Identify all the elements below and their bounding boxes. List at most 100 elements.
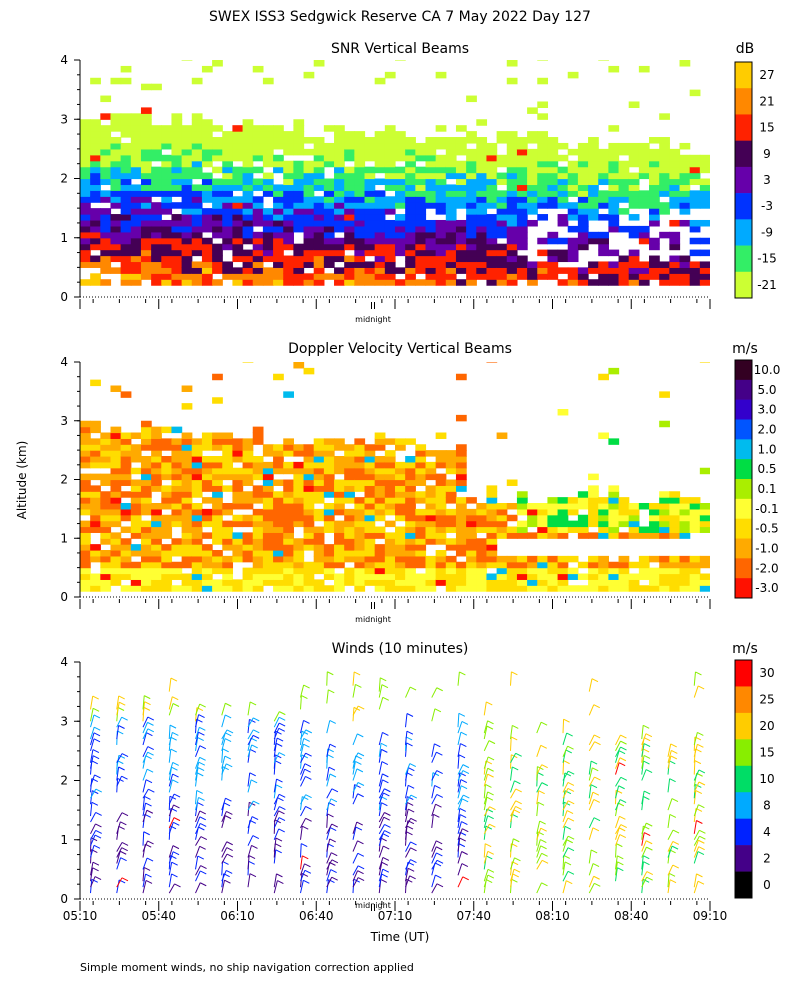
doppler-cell (649, 514, 660, 522)
doppler-cell (384, 508, 396, 516)
snr-cell (313, 196, 325, 203)
doppler-cell (171, 461, 183, 469)
snr-cell (212, 243, 223, 251)
doppler-cell (313, 544, 325, 551)
wind-barb (247, 701, 251, 716)
wind-barb (378, 732, 383, 746)
snr-cell (466, 208, 477, 215)
doppler-cell (161, 514, 173, 522)
wind-barb-flag (672, 841, 680, 845)
doppler-cell (140, 579, 152, 586)
doppler-cell (537, 567, 549, 575)
doppler-cell (273, 514, 284, 522)
doppler-cell (557, 567, 569, 575)
doppler-cell (161, 550, 173, 557)
doppler-cell (80, 479, 91, 486)
snr-cell (628, 142, 640, 150)
snr-cell (567, 273, 579, 280)
snr-cell (395, 166, 406, 174)
doppler-cell (140, 479, 152, 486)
snr-cell (516, 166, 528, 174)
snr-cell (364, 142, 376, 150)
wind-barb-flag (620, 740, 627, 745)
snr-cell (628, 279, 640, 286)
snr-cell (659, 231, 670, 239)
doppler-cell (445, 450, 457, 457)
snr-cell (151, 249, 162, 257)
doppler-cell (90, 485, 101, 492)
doppler-cell (577, 491, 589, 498)
doppler-cell (588, 532, 599, 539)
snr-cell (577, 279, 589, 286)
colorbar-label: -21 (757, 278, 777, 292)
doppler-cell (557, 497, 569, 504)
snr-cell (140, 231, 152, 239)
snr-cell (405, 273, 416, 280)
snr-cell (262, 125, 274, 132)
doppler-cell (567, 508, 579, 516)
snr-cell (567, 148, 579, 156)
wind-barb-flag (327, 754, 334, 759)
wind-barb (405, 875, 411, 888)
wind-barb (195, 790, 198, 805)
snr-cell (334, 249, 345, 257)
doppler-cell (455, 450, 467, 457)
wind-barb-flag (486, 855, 493, 860)
doppler-cell (110, 514, 122, 522)
snr-cell (222, 225, 234, 233)
snr-cell (516, 208, 528, 215)
snr-cell (384, 137, 396, 144)
snr-cell (323, 125, 335, 132)
doppler-cell (618, 561, 630, 569)
wind-barb-flag (407, 808, 415, 813)
snr-cell (252, 231, 264, 239)
snr-cell (140, 219, 152, 227)
snr-cell (476, 190, 488, 197)
wind-barb-flag (121, 716, 128, 721)
wind-barb-flag (410, 817, 417, 822)
doppler-cell (262, 461, 274, 469)
doppler-cell (293, 550, 305, 557)
snr-cell (506, 166, 518, 174)
snr-cell (191, 273, 203, 280)
snr-cell (608, 154, 620, 162)
snr-cell (344, 267, 355, 274)
snr-cell (618, 196, 630, 203)
snr-cell (608, 178, 620, 186)
doppler-cell (374, 485, 386, 492)
doppler-cell (415, 532, 427, 539)
snr-cell (455, 267, 467, 274)
wind-barb (273, 794, 280, 805)
doppler-cell (334, 456, 345, 463)
doppler-cell (496, 520, 508, 528)
snr-cell (130, 131, 142, 138)
snr-cell (455, 202, 467, 209)
snr-cell (557, 214, 569, 221)
wind-barb (221, 714, 226, 728)
snr-cell (669, 219, 681, 227)
doppler-cell (374, 567, 386, 575)
wind-barb-flag (249, 873, 257, 878)
doppler-cell (496, 555, 508, 563)
wind-barb (615, 777, 622, 787)
wind-barb-flag (410, 859, 417, 863)
snr-cell (161, 231, 173, 239)
wind-barb (378, 788, 385, 799)
wind-barb (615, 746, 621, 758)
wind-barb-flag (357, 793, 364, 798)
snr-cell (151, 83, 162, 91)
snr-cell (425, 273, 437, 280)
doppler-cell (232, 555, 244, 563)
doppler-cell (151, 567, 162, 575)
snr-cell (232, 196, 244, 203)
wind-barb-flag (672, 829, 680, 834)
snr-cell (547, 261, 559, 268)
doppler-cell (618, 503, 630, 510)
snr-cell (232, 172, 244, 180)
wind-barb-flag (669, 813, 677, 818)
snr-cell (303, 261, 315, 268)
doppler-cell (242, 497, 254, 504)
wind-barb (326, 838, 331, 852)
snr-cell (90, 77, 101, 85)
snr-cell (242, 131, 254, 138)
